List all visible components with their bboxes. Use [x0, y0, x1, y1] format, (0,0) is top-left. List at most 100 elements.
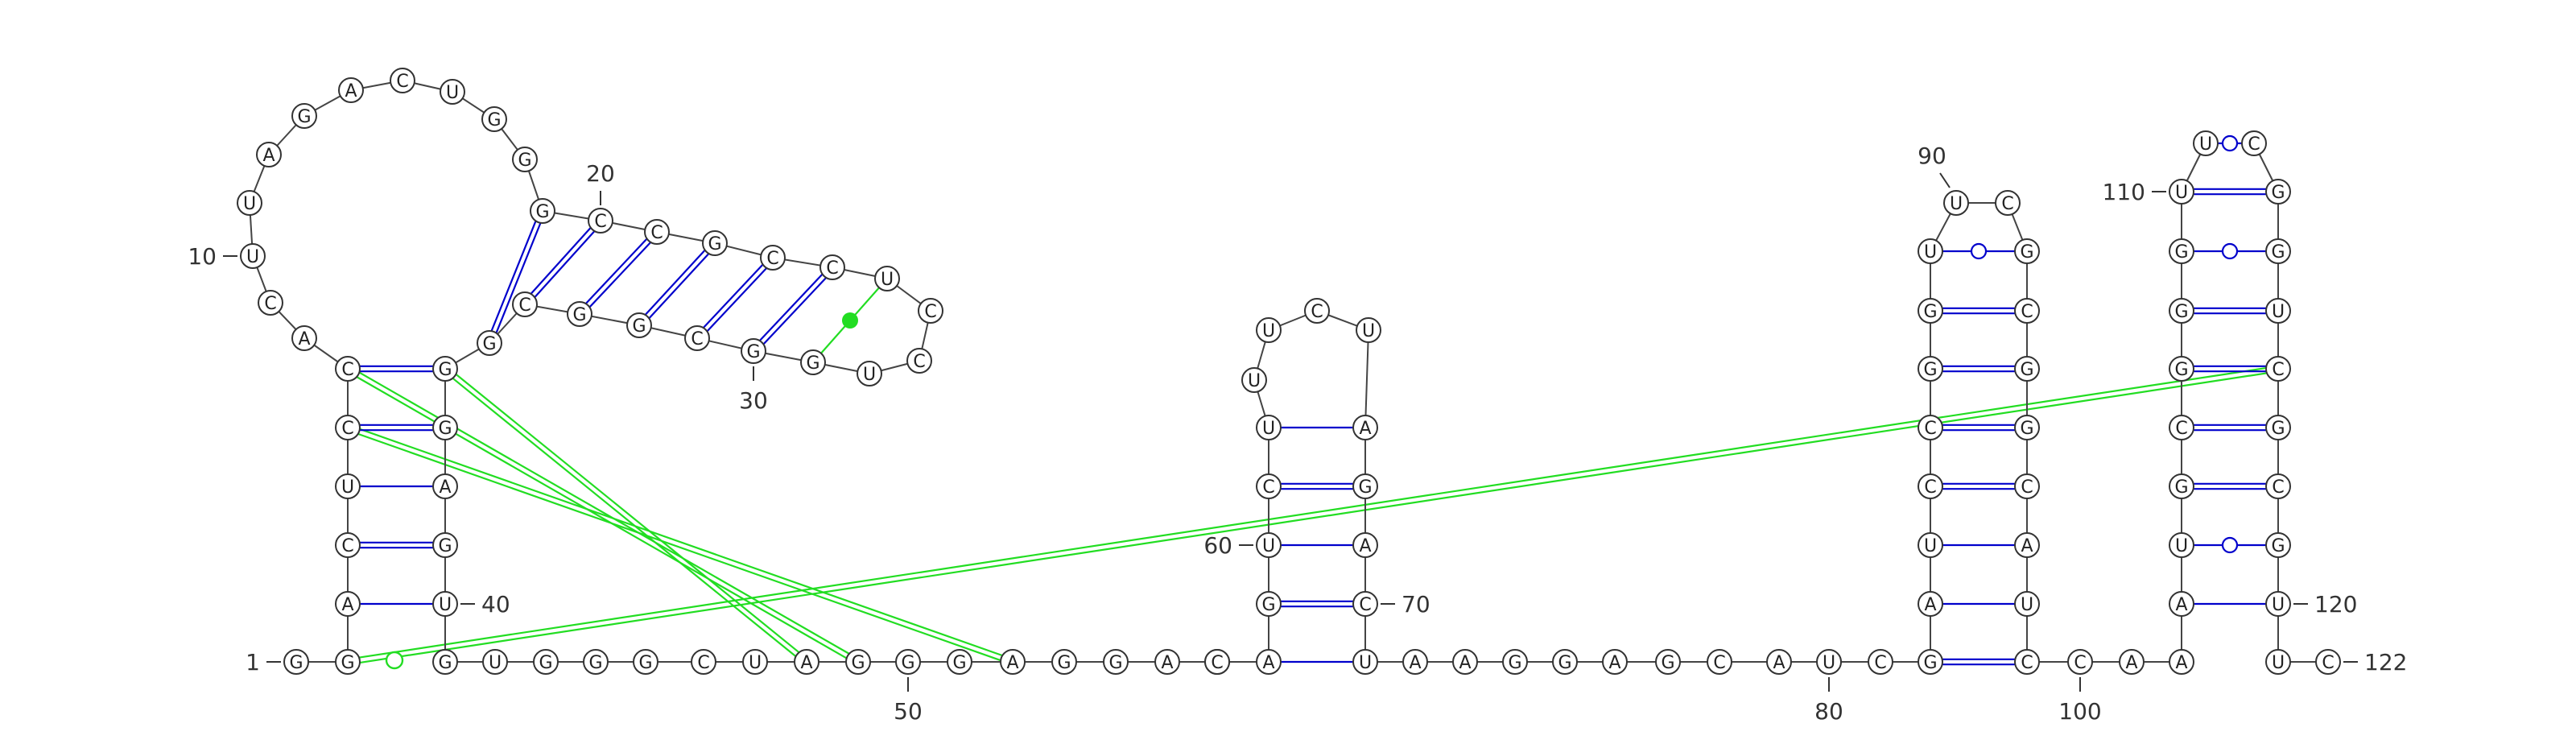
- nucleotide-98: U: [2014, 591, 2040, 617]
- nucleotide-letter: G: [438, 360, 452, 380]
- nucleotide-23: C: [760, 245, 786, 271]
- nucleotide-99: C: [2014, 649, 2040, 675]
- nucleotide-100: C: [2067, 649, 2093, 675]
- nucleotide-7: C: [335, 356, 361, 382]
- nucleotide-5: U: [335, 473, 361, 499]
- nucleotide-78: C: [1707, 649, 1732, 675]
- nucleotide-letter: A: [262, 146, 275, 166]
- nucleotide-9: C: [258, 290, 283, 316]
- nucleotide-48: A: [794, 649, 819, 675]
- nucleotide-45: G: [633, 649, 658, 675]
- nucleotide-letter: G: [2174, 242, 2188, 262]
- nucleotide-letter: C: [2001, 194, 2013, 214]
- nucleotide-35: G: [477, 330, 502, 356]
- nucleotide-letter: G: [1661, 653, 1674, 673]
- nucleotide-letter: C: [650, 223, 663, 243]
- nucleotide-letter: G: [851, 653, 865, 673]
- position-label-70: 70: [1402, 591, 1430, 618]
- nucleotide-letter: U: [1950, 194, 1963, 214]
- nucleotide-letter: U: [2199, 134, 2212, 155]
- nucleotide-76: A: [1602, 649, 1628, 675]
- nucleotide-3: A: [335, 591, 361, 617]
- nucleotide-letter: G: [2271, 242, 2285, 262]
- nucleotide-1: G: [283, 649, 309, 675]
- base-pair-line: [762, 277, 827, 345]
- tertiary-interaction-line: [357, 432, 1001, 662]
- nucleotide-letter: C: [2175, 419, 2187, 439]
- nucleotide-103: A: [2169, 591, 2194, 617]
- tertiary-interaction-line: [359, 371, 850, 655]
- nucleotide-60: U: [1256, 532, 1282, 558]
- nucleotide-letter: A: [298, 329, 310, 349]
- tertiary-interactions: [356, 366, 2267, 670]
- position-label-120: 120: [2314, 591, 2357, 618]
- nucleotide-letter: G: [1508, 653, 1521, 673]
- nucleotide-letter: G: [572, 305, 586, 325]
- tertiary-pair-marker: [385, 651, 404, 670]
- nucleotide-36: G: [432, 356, 458, 382]
- nucleotide-120: U: [2265, 591, 2291, 617]
- nucleotides: G G A C U C C A C U U A G A C U G G G C C G C C U C C U G G C G G C G G G A G U…: [237, 68, 2341, 675]
- base-pair-line: [703, 263, 764, 329]
- nucleotide-letter: G: [2174, 360, 2188, 380]
- nucleotide-letter: G: [1923, 653, 1937, 673]
- nucleotide-116: C: [2265, 356, 2291, 382]
- nucleotide-12: A: [256, 142, 282, 167]
- nucleotide-113: G: [2265, 179, 2291, 205]
- nucleotide-119: G: [2265, 532, 2291, 558]
- nucleotide-letter: U: [2021, 595, 2033, 615]
- nucleotide-42: U: [482, 649, 508, 675]
- nucleotide-121: U: [2265, 649, 2291, 675]
- tertiary-interaction-line: [359, 366, 2266, 659]
- nucleotide-letter: G: [632, 316, 646, 337]
- wobble-pair-marker: [2221, 134, 2239, 152]
- nucleotide-letter: U: [1359, 653, 1372, 673]
- tertiary-interaction-line: [356, 376, 847, 659]
- base-pair-line: [490, 221, 537, 332]
- nucleotide-118: C: [2265, 473, 2291, 499]
- nucleotide-26: C: [918, 298, 943, 324]
- nucleotide-87: G: [1918, 356, 1943, 382]
- nucleotide-62: U: [1256, 415, 1282, 440]
- nucleotide-letter: G: [588, 653, 602, 673]
- tertiary-interaction-line: [455, 374, 800, 653]
- position-label-110: 110: [2103, 179, 2145, 205]
- nucleotide-17: G: [481, 106, 507, 132]
- nucleotide-93: C: [2014, 298, 2040, 324]
- base-pair-line: [759, 273, 824, 341]
- nucleotide-30: G: [741, 338, 766, 364]
- nucleotide-53: G: [1051, 649, 1077, 675]
- noncanonical-pair-marker: [842, 312, 858, 329]
- nucleotide-65: C: [1304, 298, 1330, 324]
- nucleotide-letter: C: [2272, 477, 2284, 498]
- base-pair-line: [495, 222, 542, 333]
- nucleotide-6: C: [335, 415, 361, 440]
- nucleotide-letter: G: [2174, 302, 2188, 322]
- nucleotide-letter: A: [1608, 653, 1620, 673]
- base-pair-line: [648, 253, 709, 319]
- position-label-50: 50: [894, 698, 923, 725]
- nucleotide-49: G: [845, 649, 871, 675]
- nucleotide-27: C: [906, 348, 932, 374]
- nucleotide-19: G: [530, 198, 555, 224]
- nucleotide-letter: G: [1057, 653, 1071, 673]
- nucleotide-32: G: [626, 312, 652, 338]
- position-label-40: 40: [481, 591, 510, 618]
- nucleotide-letter: C: [691, 329, 703, 349]
- nucleotide-letter: G: [806, 353, 819, 374]
- nucleotide-letter: U: [446, 83, 459, 103]
- nucleotide-letter: U: [1262, 321, 1275, 341]
- nucleotide-letter: G: [482, 334, 496, 354]
- nucleotide-14: A: [338, 77, 364, 103]
- nucleotide-letter: U: [1823, 653, 1835, 673]
- nucleotide-letter: G: [638, 653, 652, 673]
- nucleotide-letter: A: [1262, 653, 1274, 673]
- nucleotide-47: U: [742, 649, 768, 675]
- nucleotide-90: U: [1943, 190, 1969, 216]
- base-pair-line: [585, 238, 648, 304]
- nucleotide-letter: G: [952, 653, 966, 673]
- nucleotide-letter: G: [2174, 477, 2188, 498]
- nucleotide-letter: G: [1923, 360, 1937, 380]
- nucleotide-letter: G: [438, 536, 452, 556]
- nucleotide-39: G: [432, 532, 458, 558]
